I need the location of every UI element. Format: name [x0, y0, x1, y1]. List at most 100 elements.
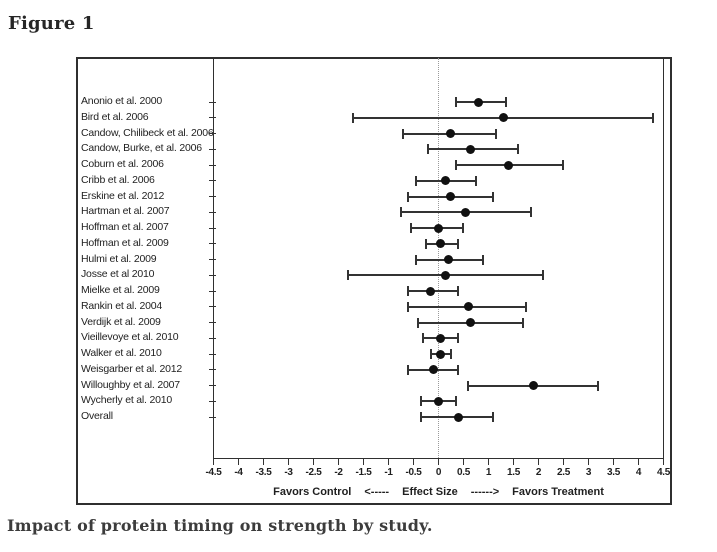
ci-cap-right	[597, 380, 599, 391]
x-axis-tick	[238, 459, 239, 465]
study-label: Coburn et al. 2006	[81, 158, 164, 170]
x-axis-tick	[363, 459, 364, 465]
effect-point	[446, 129, 455, 138]
ci-cap-left	[419, 396, 422, 407]
ci-cap-left	[467, 380, 469, 391]
x-axis-tick-label: -2	[334, 467, 343, 478]
x-axis-tick-label: 2.5	[556, 467, 570, 478]
y-axis-tick	[209, 400, 216, 402]
x-axis-tick	[513, 459, 514, 465]
x-axis-caption: Favors Control <----- Effect Size ------…	[213, 486, 664, 498]
ci-cap-left	[402, 128, 404, 139]
figure-label: Figure 1	[8, 13, 95, 34]
x-axis-tick	[638, 459, 639, 465]
y-axis-tick	[209, 306, 216, 308]
ci-cap-left	[407, 364, 409, 375]
y-axis-tick	[209, 133, 216, 134]
y-axis-tick	[209, 385, 216, 386]
ci-cap-right	[562, 160, 564, 170]
x-axis-tick	[488, 459, 489, 465]
study-label: Verdijk et al. 2009	[81, 315, 161, 328]
right-arrow: ------>	[470, 486, 500, 498]
ci-cap-right	[457, 238, 459, 249]
x-axis-tick	[563, 459, 564, 465]
study-label: Josse et al 2010	[81, 268, 155, 281]
study-label: Weisgarber et al. 2012	[81, 362, 183, 375]
left-arrow: <-----	[364, 486, 390, 498]
ci-cap-left	[429, 349, 432, 359]
study-label: Vieillevoye et al. 2010	[81, 331, 179, 344]
y-axis-tick	[209, 322, 216, 323]
x-axis-tick-label: 3	[585, 467, 592, 478]
favors-treatment-label: Favors Treatment	[512, 486, 604, 498]
ci-cap-right	[462, 223, 464, 233]
x-axis-tick-label: -3.5	[255, 467, 272, 478]
y-axis-tick	[209, 196, 216, 197]
effect-point	[528, 381, 538, 390]
y-axis-tick	[209, 148, 216, 150]
ci-cap-right	[524, 301, 527, 312]
ci-cap-left	[347, 270, 349, 281]
effect-point	[436, 333, 445, 343]
ci-cap-right	[474, 175, 477, 186]
study-label: Candow, Chilibeck et al. 2006	[81, 126, 214, 139]
ci-cap-left	[399, 207, 402, 218]
ci-cap-left	[419, 412, 422, 422]
y-axis-tick	[209, 117, 216, 119]
y-axis-tick	[209, 243, 216, 245]
ci-cap-left	[422, 333, 424, 344]
study-label: Walker et al. 2010	[81, 347, 162, 359]
y-axis-tick	[209, 290, 216, 292]
ci-cap-right	[457, 286, 459, 296]
effect-point	[436, 239, 445, 249]
x-axis-tick	[338, 459, 339, 465]
ci-cap-left	[454, 160, 457, 170]
effect-point	[446, 192, 455, 201]
study-label: Erskine et al. 2012	[81, 189, 165, 202]
ci-cap-right	[652, 112, 654, 123]
study-label: Rankin et al. 2004	[81, 299, 163, 312]
effect-point	[443, 255, 453, 264]
effect-point	[498, 113, 508, 123]
effect-point	[461, 207, 470, 217]
ci-cap-left	[417, 317, 419, 328]
x-axis-tick	[538, 459, 539, 465]
y-axis-tick	[209, 259, 216, 260]
x-axis-tick-label: 3.5	[606, 467, 620, 478]
x-axis-tick-label: 1	[485, 467, 492, 478]
study-label: Hartman et al. 2007	[81, 205, 170, 218]
effect-point	[503, 160, 513, 170]
ci-cap-right	[517, 144, 519, 155]
y-axis-tick	[209, 101, 216, 103]
x-axis-tick	[663, 459, 664, 465]
effect-point	[433, 223, 443, 233]
x-axis-tick-label: 2	[535, 467, 542, 478]
x-axis-tick-label: 0.5	[456, 467, 470, 478]
x-axis-tick-label: -2.5	[305, 467, 322, 478]
x-axis-tick	[288, 459, 289, 465]
x-axis-tick-label: -1	[384, 467, 393, 478]
effect-point	[428, 365, 438, 375]
x-axis-tick	[438, 459, 439, 465]
ci-cap-right	[449, 349, 452, 359]
ci-cap-right	[504, 97, 507, 107]
x-axis-tick	[263, 459, 264, 465]
effect-point	[466, 318, 475, 327]
x-axis-tick	[463, 459, 464, 465]
x-axis-tick-label: -3	[284, 467, 293, 478]
x-axis-tick	[413, 459, 414, 465]
study-label: Candow, Burke, et al. 2006	[81, 142, 202, 155]
x-axis-tick	[388, 459, 389, 465]
y-axis-tick	[209, 353, 216, 355]
x-axis-tick	[588, 459, 589, 465]
study-label: Hoffman et al. 2007	[81, 221, 169, 233]
effect-point	[466, 144, 475, 154]
study-label: Mielke et al. 2009	[81, 284, 160, 296]
x-axis-tick	[213, 459, 214, 465]
zero-effect-reference-line	[438, 58, 439, 458]
x-axis-tick-label: -4	[234, 467, 243, 478]
effect-point	[441, 176, 450, 186]
x-axis-tick	[313, 459, 314, 465]
ci-cap-left	[414, 175, 417, 186]
